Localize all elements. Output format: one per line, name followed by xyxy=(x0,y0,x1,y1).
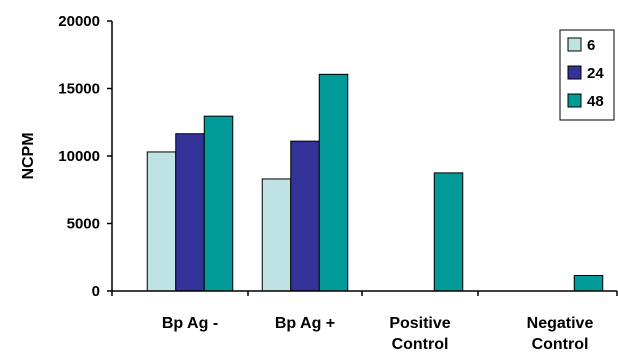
y-ticks: 0 5000 10000 15000 20000 xyxy=(58,13,618,300)
bar-48-1 xyxy=(318,73,349,292)
legend-swatch-24 xyxy=(567,65,582,80)
legend: 6 24 48 xyxy=(559,29,615,121)
bar-24-1 xyxy=(290,140,320,292)
y-tick-label: 10000 xyxy=(58,148,100,165)
bar-24-0 xyxy=(175,133,205,292)
legend-swatch-48 xyxy=(567,93,582,108)
bar-48-3 xyxy=(573,274,604,292)
legend-items: 6 24 48 xyxy=(567,37,604,110)
x-category-label: Bp Ag - xyxy=(162,315,218,332)
legend-label-48: 48 xyxy=(587,93,604,110)
bars-layer xyxy=(146,73,604,292)
bar-48-2 xyxy=(433,172,464,292)
legend-label-6: 6 xyxy=(587,37,595,54)
y-tick-label: 20000 xyxy=(58,13,100,30)
y-axis-title: NCPM xyxy=(20,132,37,179)
y-tick-label: 5000 xyxy=(67,216,100,233)
x-category-label: Negative Control xyxy=(527,315,594,353)
x-category-label: Bp Ag + xyxy=(275,315,335,332)
bar-48-0 xyxy=(203,115,234,292)
legend-label-24: 24 xyxy=(587,65,604,82)
y-tick-label: 0 xyxy=(92,283,100,300)
bar-6-0 xyxy=(146,151,177,292)
y-tick-label: 15000 xyxy=(58,81,100,98)
bar-6-1 xyxy=(261,178,292,292)
x-category-labels: Bp Ag - Bp Ag + Positive Control Negative Con… xyxy=(162,315,594,353)
x-category-label: Positive Control xyxy=(389,315,450,353)
legend-swatch-6 xyxy=(567,37,582,52)
